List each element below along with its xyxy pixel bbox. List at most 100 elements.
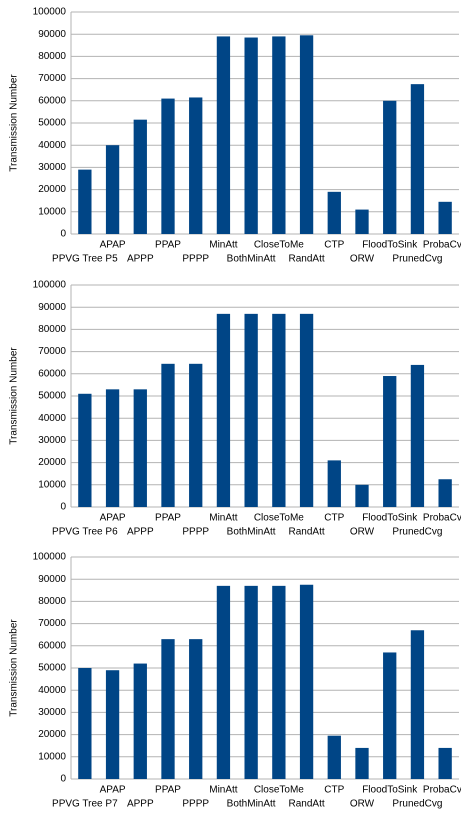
x-tick-label: RandAtt <box>289 527 325 538</box>
x-tick-label: PPVG Tree P6 <box>52 527 118 538</box>
x-tick-label: APAP <box>100 240 126 251</box>
y-tick-label: 60000 <box>38 368 66 379</box>
y-tick-label: 40000 <box>38 413 66 424</box>
y-tick-label: 70000 <box>38 618 66 629</box>
bar <box>438 747 452 779</box>
x-tick-label: ProbaCvg <box>423 240 461 251</box>
bar <box>105 670 120 779</box>
y-tick-label: 40000 <box>38 140 66 151</box>
bar <box>161 639 175 779</box>
bar <box>216 36 231 234</box>
bar <box>299 313 314 507</box>
y-tick-label: 90000 <box>38 302 66 313</box>
bar <box>78 668 92 779</box>
x-tick-label: PPPP <box>182 527 209 538</box>
y-tick-label: 80000 <box>38 324 66 335</box>
bar <box>383 652 397 779</box>
x-tick-label: PPPP <box>182 254 209 265</box>
y-tick-label: 60000 <box>38 640 66 651</box>
x-tick-label: CTP <box>324 513 344 524</box>
x-tick-label: PPVG Tree P5 <box>52 254 118 265</box>
bar <box>244 585 258 779</box>
bar <box>78 169 92 234</box>
y-tick-label: 70000 <box>38 346 66 357</box>
bar <box>244 313 258 507</box>
x-tick-label: BothMinAtt <box>227 527 276 538</box>
x-tick-label: BothMinAtt <box>227 799 276 810</box>
x-tick-label: CloseToMe <box>254 513 304 524</box>
y-tick-label: 100000 <box>33 280 67 291</box>
bar <box>438 479 452 507</box>
bar <box>189 639 203 779</box>
bar <box>272 585 286 779</box>
x-tick-label: PPVG Tree P7 <box>52 799 118 810</box>
bar <box>327 735 341 779</box>
y-tick-label: 0 <box>60 774 66 785</box>
y-tick-label: 70000 <box>38 73 66 84</box>
bar <box>161 98 175 234</box>
y-tick-label: 30000 <box>38 162 66 173</box>
bar <box>105 145 120 234</box>
y-tick-label: 10000 <box>38 206 66 217</box>
x-tick-label: APPP <box>127 527 154 538</box>
bar <box>78 393 92 507</box>
bar <box>272 36 286 234</box>
x-tick-label: PrunedCvg <box>392 254 442 265</box>
bar <box>410 84 425 235</box>
y-tick-label: 10000 <box>38 751 66 762</box>
bar <box>410 364 425 507</box>
y-tick-label: 50000 <box>38 118 66 129</box>
bar <box>327 460 341 507</box>
x-tick-label: BothMinAtt <box>227 254 276 265</box>
bar <box>244 37 258 234</box>
y-tick-label: 20000 <box>38 729 66 740</box>
x-tick-label: APAP <box>100 513 126 524</box>
x-tick-label: ORW <box>350 799 375 810</box>
bar <box>272 313 286 507</box>
y-tick-label: 10000 <box>38 479 66 490</box>
y-tick-label: 0 <box>60 229 66 240</box>
x-tick-label: FloodToSink <box>362 240 418 251</box>
y-tick-label: 50000 <box>38 663 66 674</box>
y-axis-label: Transmission Number <box>9 619 20 717</box>
bar <box>216 313 231 507</box>
bar <box>189 97 203 234</box>
bar <box>355 484 369 507</box>
x-tick-label: FloodToSink <box>362 785 418 796</box>
x-tick-label: APAP <box>100 785 126 796</box>
y-tick-label: 80000 <box>38 51 66 62</box>
y-tick-label: 40000 <box>38 685 66 696</box>
bar <box>133 663 147 779</box>
x-tick-label: MinAtt <box>209 240 238 251</box>
x-tick-label: PrunedCvg <box>392 799 442 810</box>
x-tick-label: PPAP <box>155 513 181 524</box>
bar <box>133 119 147 234</box>
x-tick-label: CloseToMe <box>254 785 304 796</box>
bar <box>299 35 314 235</box>
bar <box>383 376 397 507</box>
bar <box>133 389 147 507</box>
bar <box>355 747 369 779</box>
bar <box>327 191 341 234</box>
y-tick-label: 100000 <box>33 552 67 563</box>
y-tick-label: 90000 <box>38 29 66 40</box>
x-tick-label: MinAtt <box>209 513 238 524</box>
y-tick-label: 20000 <box>38 457 66 468</box>
x-tick-label: APPP <box>127 799 154 810</box>
x-tick-label: FloodToSink <box>362 513 418 524</box>
x-tick-label: ProbaCvg <box>423 785 461 796</box>
x-tick-label: CTP <box>324 785 344 796</box>
y-tick-label: 60000 <box>38 95 66 106</box>
y-tick-label: 20000 <box>38 184 66 195</box>
x-tick-label: RandAtt <box>289 254 325 265</box>
x-tick-label: CTP <box>324 240 344 251</box>
y-tick-label: 80000 <box>38 596 66 607</box>
x-tick-label: ORW <box>350 254 375 265</box>
bar <box>161 363 175 507</box>
x-tick-label: CloseToMe <box>254 240 304 251</box>
x-tick-label: PrunedCvg <box>392 527 442 538</box>
bar <box>299 584 314 779</box>
x-tick-label: PPPP <box>182 799 209 810</box>
x-tick-label: PPAP <box>155 240 181 251</box>
x-tick-label: APPP <box>127 254 154 265</box>
